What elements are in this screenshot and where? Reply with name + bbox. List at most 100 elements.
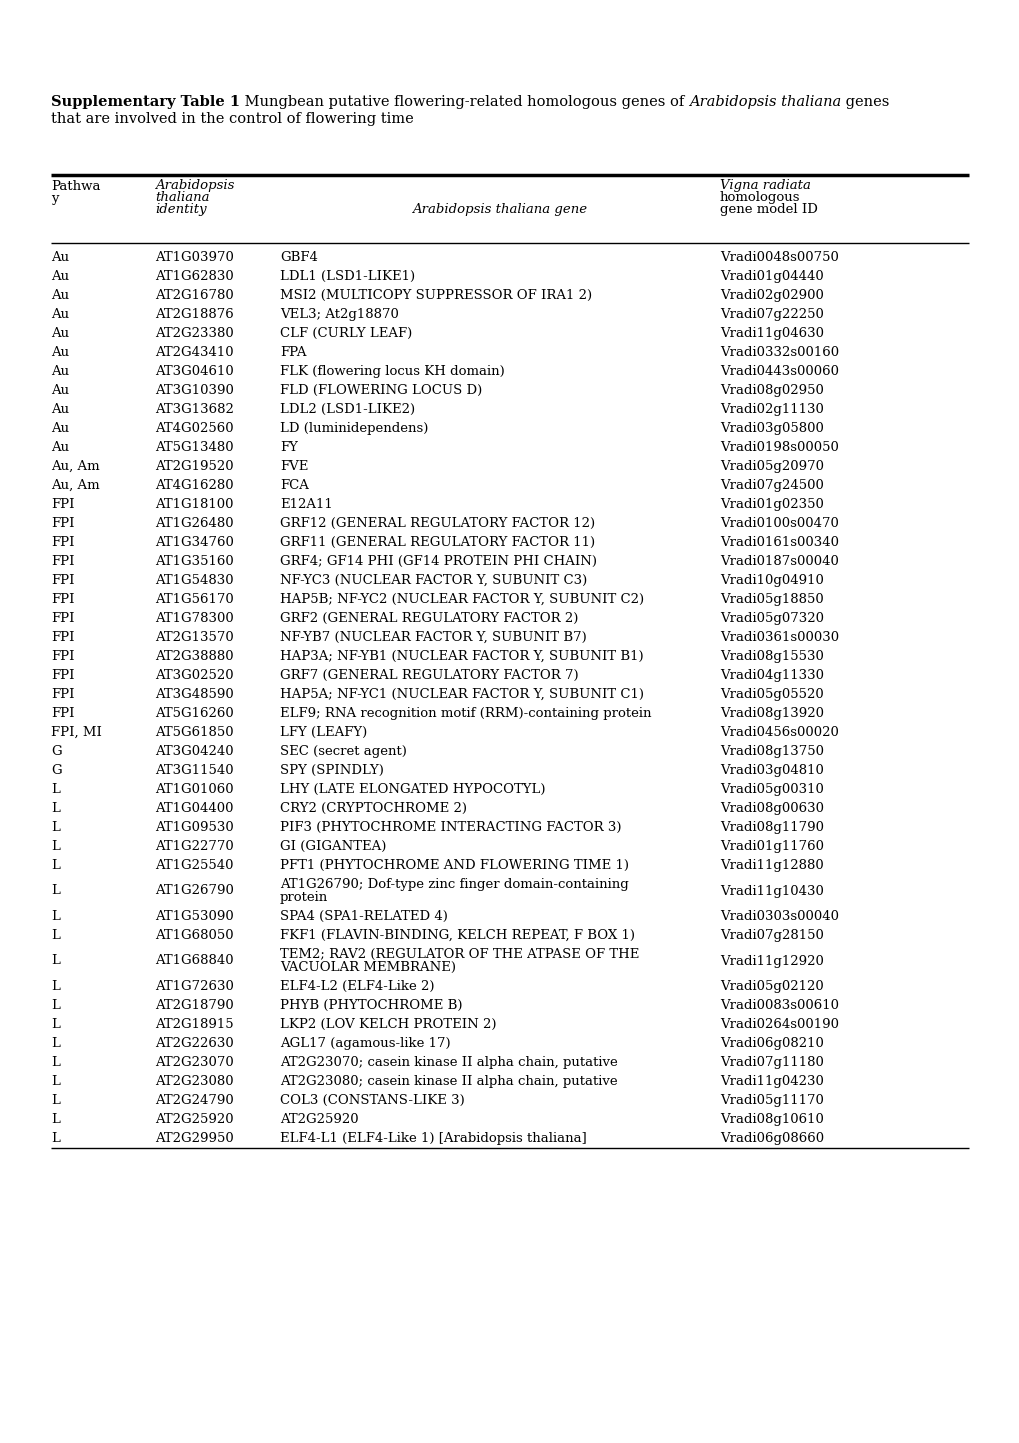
- Text: GRF4; GF14 PHI (GF14 PROTEIN PHI CHAIN): GRF4; GF14 PHI (GF14 PROTEIN PHI CHAIN): [280, 556, 596, 569]
- Text: L: L: [51, 1056, 60, 1069]
- Text: Au, Am: Au, Am: [51, 460, 100, 473]
- Text: Arabidopsis thaliana gene: Arabidopsis thaliana gene: [412, 202, 587, 215]
- Text: FPI, MI: FPI, MI: [51, 726, 102, 739]
- Text: L: L: [51, 999, 60, 1012]
- Text: E12A11: E12A11: [280, 498, 332, 511]
- Text: NF-YC3 (NUCLEAR FACTOR Y, SUBUNIT C3): NF-YC3 (NUCLEAR FACTOR Y, SUBUNIT C3): [280, 574, 587, 587]
- Text: AT5G16260: AT5G16260: [155, 707, 233, 720]
- Text: LFY (LEAFY): LFY (LEAFY): [280, 726, 367, 739]
- Text: Au: Au: [51, 251, 69, 264]
- Text: HAP3A; NF-YB1 (NUCLEAR FACTOR Y, SUBUNIT B1): HAP3A; NF-YB1 (NUCLEAR FACTOR Y, SUBUNIT…: [280, 649, 643, 662]
- Text: FLD (FLOWERING LOCUS D): FLD (FLOWERING LOCUS D): [280, 384, 482, 397]
- Text: AT2G38880: AT2G38880: [155, 649, 233, 662]
- Text: L: L: [51, 885, 60, 898]
- Text: HAP5A; NF-YC1 (NUCLEAR FACTOR Y, SUBUNIT C1): HAP5A; NF-YC1 (NUCLEAR FACTOR Y, SUBUNIT…: [280, 688, 643, 701]
- Text: GBF4: GBF4: [280, 251, 318, 264]
- Text: AT2G23380: AT2G23380: [155, 328, 233, 341]
- Text: Vradi0361s00030: Vradi0361s00030: [719, 631, 839, 644]
- Text: Au: Au: [51, 346, 69, 359]
- Text: Vradi08g13920: Vradi08g13920: [719, 707, 823, 720]
- Text: FPI: FPI: [51, 517, 74, 530]
- Text: Vradi08g15530: Vradi08g15530: [719, 649, 823, 662]
- Text: FPI: FPI: [51, 574, 74, 587]
- Text: Vradi11g12920: Vradi11g12920: [719, 954, 823, 967]
- Text: AT3G10390: AT3G10390: [155, 384, 233, 397]
- Text: Vradi07g11180: Vradi07g11180: [719, 1056, 823, 1069]
- Text: FPI: FPI: [51, 707, 74, 720]
- Text: AT2G24790: AT2G24790: [155, 1094, 233, 1107]
- Text: AT1G18100: AT1G18100: [155, 498, 233, 511]
- Text: AT2G23080; casein kinase II alpha chain, putative: AT2G23080; casein kinase II alpha chain,…: [280, 1075, 618, 1088]
- Text: Vradi05g05520: Vradi05g05520: [719, 688, 823, 701]
- Text: FPI: FPI: [51, 649, 74, 662]
- Text: AT2G25920: AT2G25920: [155, 1113, 233, 1126]
- Text: G: G: [51, 745, 61, 758]
- Text: GRF12 (GENERAL REGULATORY FACTOR 12): GRF12 (GENERAL REGULATORY FACTOR 12): [280, 517, 594, 530]
- Text: L: L: [51, 1094, 60, 1107]
- Text: TEM2; RAV2 (REGULATOR OF THE ATPASE OF THE: TEM2; RAV2 (REGULATOR OF THE ATPASE OF T…: [280, 948, 639, 961]
- Text: AT2G18876: AT2G18876: [155, 307, 233, 320]
- Text: AT2G25920: AT2G25920: [280, 1113, 359, 1126]
- Text: AT1G03970: AT1G03970: [155, 251, 233, 264]
- Text: gene model ID: gene model ID: [719, 203, 817, 216]
- Text: Vradi0083s00610: Vradi0083s00610: [719, 999, 839, 1012]
- Text: HAP5B; NF-YC2 (NUCLEAR FACTOR Y, SUBUNIT C2): HAP5B; NF-YC2 (NUCLEAR FACTOR Y, SUBUNIT…: [280, 593, 643, 606]
- Text: AT5G61850: AT5G61850: [155, 726, 233, 739]
- Text: FY: FY: [280, 442, 298, 455]
- Text: LDL2 (LSD1-LIKE2): LDL2 (LSD1-LIKE2): [280, 403, 415, 416]
- Text: AT1G54830: AT1G54830: [155, 574, 233, 587]
- Text: Vradi03g04810: Vradi03g04810: [719, 763, 823, 776]
- Text: FVE: FVE: [280, 460, 308, 473]
- Text: Vradi02g11130: Vradi02g11130: [719, 403, 823, 416]
- Text: AT1G68050: AT1G68050: [155, 929, 233, 942]
- Text: AT3G04610: AT3G04610: [155, 365, 233, 378]
- Text: PHYB (PHYTOCHROME B): PHYB (PHYTOCHROME B): [280, 999, 462, 1012]
- Text: FLK (flowering locus KH domain): FLK (flowering locus KH domain): [280, 365, 504, 378]
- Text: Vradi08g11790: Vradi08g11790: [719, 821, 823, 834]
- Text: G: G: [51, 763, 61, 776]
- Text: FPI: FPI: [51, 670, 74, 683]
- Text: COL3 (CONSTANS-LIKE 3): COL3 (CONSTANS-LIKE 3): [280, 1094, 465, 1107]
- Text: FPA: FPA: [280, 346, 306, 359]
- Text: LKP2 (LOV KELCH PROTEIN 2): LKP2 (LOV KELCH PROTEIN 2): [280, 1017, 496, 1030]
- Text: Vradi0443s00060: Vradi0443s00060: [719, 365, 839, 378]
- Text: AT1G26790; Dof-type zinc finger domain-containing: AT1G26790; Dof-type zinc finger domain-c…: [280, 877, 628, 890]
- Text: CLF (CURLY LEAF): CLF (CURLY LEAF): [280, 328, 412, 341]
- Text: Vradi03g05800: Vradi03g05800: [719, 421, 823, 434]
- Text: Vradi08g13750: Vradi08g13750: [719, 745, 823, 758]
- Text: Vradi01g04440: Vradi01g04440: [719, 270, 823, 283]
- Text: SPA4 (SPA1-RELATED 4): SPA4 (SPA1-RELATED 4): [280, 911, 447, 924]
- Text: AT2G23070; casein kinase II alpha chain, putative: AT2G23070; casein kinase II alpha chain,…: [280, 1056, 618, 1069]
- Text: AT2G23080: AT2G23080: [155, 1075, 233, 1088]
- Text: NF-YB7 (NUCLEAR FACTOR Y, SUBUNIT B7): NF-YB7 (NUCLEAR FACTOR Y, SUBUNIT B7): [280, 631, 586, 644]
- Text: Vradi04g11330: Vradi04g11330: [719, 670, 823, 683]
- Text: FPI: FPI: [51, 556, 74, 569]
- Text: Vradi05g07320: Vradi05g07320: [719, 612, 823, 625]
- Text: Vradi11g04630: Vradi11g04630: [719, 328, 823, 341]
- Text: Au: Au: [51, 365, 69, 378]
- Text: FCA: FCA: [280, 479, 309, 492]
- Text: Vigna radiata: Vigna radiata: [719, 179, 810, 192]
- Text: AT1G78300: AT1G78300: [155, 612, 233, 625]
- Text: FPI: FPI: [51, 593, 74, 606]
- Text: L: L: [51, 821, 60, 834]
- Text: AGL17 (agamous-like 17): AGL17 (agamous-like 17): [280, 1038, 450, 1051]
- Text: VEL3; At2g18870: VEL3; At2g18870: [280, 307, 398, 320]
- Text: MSI2 (MULTICOPY SUPPRESSOR OF IRA1 2): MSI2 (MULTICOPY SUPPRESSOR OF IRA1 2): [280, 289, 592, 302]
- Text: L: L: [51, 1131, 60, 1144]
- Text: Vradi0332s00160: Vradi0332s00160: [719, 346, 839, 359]
- Text: Vradi0456s00020: Vradi0456s00020: [719, 726, 838, 739]
- Text: AT3G02520: AT3G02520: [155, 670, 233, 683]
- Text: L: L: [51, 1017, 60, 1030]
- Text: GI (GIGANTEA): GI (GIGANTEA): [280, 840, 386, 853]
- Text: FPI: FPI: [51, 688, 74, 701]
- Text: Vradi08g10610: Vradi08g10610: [719, 1113, 823, 1126]
- Text: AT3G04240: AT3G04240: [155, 745, 233, 758]
- Text: Vradi05g18850: Vradi05g18850: [719, 593, 823, 606]
- Text: identity: identity: [155, 203, 207, 216]
- Text: Vradi0303s00040: Vradi0303s00040: [719, 911, 839, 924]
- Text: AT1G62830: AT1G62830: [155, 270, 233, 283]
- Text: AT2G23070: AT2G23070: [155, 1056, 233, 1069]
- Text: L: L: [51, 840, 60, 853]
- Text: Au: Au: [51, 442, 69, 455]
